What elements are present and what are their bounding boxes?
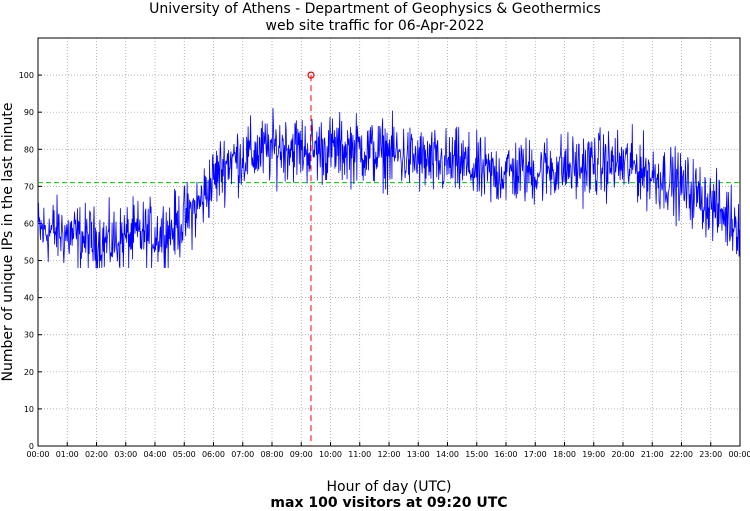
x-tick-label: 17:00 [524, 450, 547, 459]
x-tick-label: 20:00 [611, 450, 634, 459]
x-tick-label: 00:00 [728, 450, 750, 459]
max-marker-point [307, 71, 315, 79]
y-tick-label: 10 [24, 405, 34, 414]
x-tick-label: 11:00 [348, 450, 371, 459]
y-tick-label: 100 [19, 71, 34, 80]
x-tick-label: 19:00 [582, 450, 605, 459]
y-tick-label: 40 [24, 294, 34, 303]
y-tick-label: 60 [24, 219, 34, 228]
x-tick-label: 02:00 [85, 450, 108, 459]
x-tick-label: 09:00 [290, 450, 313, 459]
x-axis-label: Hour of day (UTC) [327, 479, 452, 495]
x-tick-label: 23:00 [699, 450, 722, 459]
x-tick-label: 01:00 [56, 450, 79, 459]
y-tick-label: 50 [24, 257, 34, 266]
x-tick-label: 14:00 [436, 450, 459, 459]
x-tick-label: 12:00 [377, 450, 400, 459]
y-tick-label: 80 [24, 145, 34, 154]
max-visitors-footer: max 100 visitors at 09:20 UTC [270, 495, 507, 511]
x-tick-label: 00:00 [26, 450, 49, 459]
chart-subtitle: web site traffic for 06-Apr-2022 [266, 18, 485, 34]
x-tick-label: 07:00 [231, 450, 254, 459]
x-tick-label: 18:00 [553, 450, 576, 459]
y-tick-label: 30 [24, 331, 34, 340]
x-tick-label: 10:00 [319, 450, 342, 459]
x-axis-ticks: 00:00 01:00 02:00 03:00 04:00 05:00 06:00 07:00… [26, 442, 750, 459]
x-tick-label: 22:00 [670, 450, 693, 459]
y-tick-label: 0 [29, 442, 34, 451]
x-tick-label: 21:00 [641, 450, 664, 459]
x-tick-label: 13:00 [407, 450, 430, 459]
x-tick-label: 16:00 [494, 450, 517, 459]
chart-title: University of Athens - Department of Geo… [149, 1, 601, 17]
y-tick-label: 90 [24, 108, 34, 117]
grid-lines [38, 38, 740, 446]
y-tick-label: 20 [24, 368, 34, 377]
traffic-series-line [37, 108, 741, 269]
x-tick-label: 06:00 [202, 450, 225, 459]
x-tick-label: 04:00 [143, 450, 166, 459]
y-tick-label: 70 [24, 182, 34, 191]
x-tick-label: 05:00 [173, 450, 196, 459]
y-axis-ticks: 0 10 20 30 40 50 60 70 80 90 100 [19, 71, 42, 451]
x-tick-label: 03:00 [114, 450, 137, 459]
x-tick-label: 08:00 [260, 450, 283, 459]
y-axis-label: Number of unique IPs in the last minute [0, 103, 16, 382]
x-tick-label: 15:00 [465, 450, 488, 459]
